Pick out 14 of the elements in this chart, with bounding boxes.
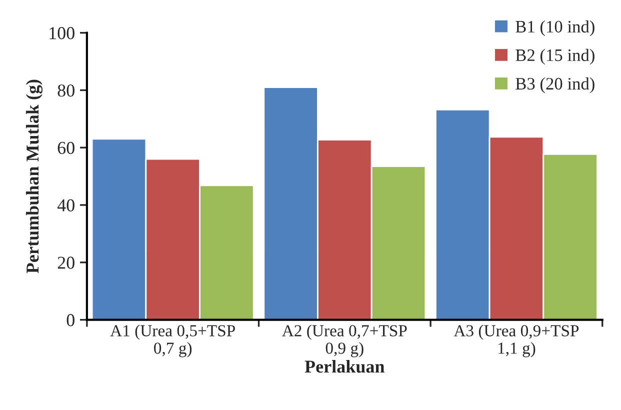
y-axis-title: Pertumbuhan Mutlak (g) <box>26 80 42 274</box>
legend-label: B3 (20 ind) <box>516 77 594 94</box>
y-tick-label: 60 <box>58 142 74 154</box>
y-tick-label: 40 <box>57 199 74 212</box>
legend-label: B2 (15 ind) <box>516 48 594 65</box>
legend-label: B1 (10 ind) <box>516 20 594 36</box>
x-tick-label: A1 (Urea 0,5+TSP 0,7 g) <box>110 324 235 358</box>
x-tick-label: A3 (Urea 0,9+TSP 1,1 g) <box>454 324 579 358</box>
y-tick-label: 100 <box>50 27 74 40</box>
y-tick-label: 80 <box>58 84 74 97</box>
x-axis-title: Perlakuan <box>304 360 385 373</box>
y-tick-label: 20 <box>58 256 74 269</box>
y-tick-label: 0 <box>66 314 74 326</box>
x-tick-label: A2 (Urea 0,7+TSP 0,9 g) <box>282 324 407 358</box>
